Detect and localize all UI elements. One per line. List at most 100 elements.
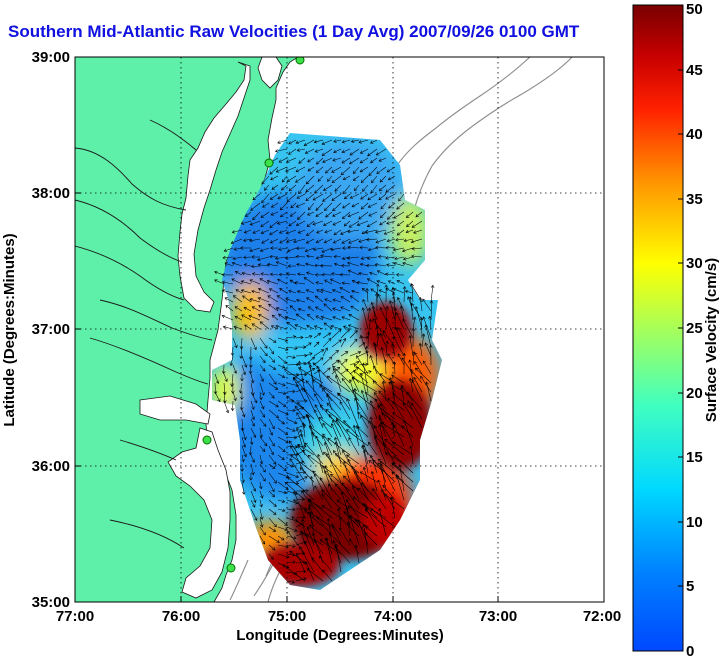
velocity-vector — [294, 405, 306, 420]
velocity-vector — [267, 295, 279, 303]
velocity-vector — [295, 372, 308, 377]
velocity-vector — [331, 366, 341, 375]
velocity-vector — [342, 175, 351, 181]
map-grid — [75, 57, 604, 602]
velocity-vector — [378, 424, 387, 456]
velocity-vector — [304, 342, 312, 348]
velocity-vector — [288, 440, 306, 465]
velocity-vector — [418, 296, 423, 312]
velocity-vector — [332, 316, 342, 321]
velocity-vector — [277, 400, 287, 407]
velocity-vector — [287, 530, 306, 555]
velocity-vector — [370, 139, 378, 144]
velocity-vector — [362, 524, 369, 555]
velocity-vector — [295, 532, 305, 537]
velocity-vector — [232, 391, 237, 402]
velocity-vector — [259, 355, 266, 364]
velocity-vector — [259, 499, 263, 508]
velocity-vector — [340, 306, 351, 312]
velocity-vector — [378, 184, 387, 192]
velocity-vector — [385, 184, 396, 193]
velocity-vector — [327, 175, 333, 182]
velocity-vector — [259, 391, 263, 401]
velocity-vector — [309, 475, 315, 492]
velocity-vector — [250, 264, 261, 269]
velocity-vector — [379, 373, 396, 384]
velocity-vector — [330, 247, 342, 252]
y-tick-label: 37:00 — [32, 321, 70, 338]
velocity-vector — [268, 472, 277, 484]
velocity-vector — [402, 318, 414, 339]
velocity-vector — [386, 220, 396, 225]
velocity-vector — [306, 526, 315, 546]
velocity-vector — [275, 166, 288, 173]
velocity-vector — [377, 254, 387, 259]
velocity-vector — [319, 263, 333, 268]
velocity-vector — [306, 297, 315, 303]
velocity-vector — [295, 202, 306, 208]
colorbar-ticks — [678, 4, 683, 652]
velocity-vector — [259, 382, 265, 396]
velocity-vector — [251, 255, 260, 259]
velocity-vector — [270, 211, 279, 216]
velocity-vector — [258, 305, 270, 312]
velocity-vector — [411, 379, 423, 402]
velocity-vector — [285, 166, 297, 173]
colorbar-tick-label: 5 — [686, 578, 694, 595]
velocity-vector — [268, 382, 279, 390]
velocity-vector — [362, 299, 369, 312]
velocity-vector — [288, 220, 297, 227]
velocity-vector — [317, 453, 324, 474]
velocity-vector — [339, 272, 351, 277]
y-axis-label: Latitude (Degrees:Minutes) — [1, 233, 18, 426]
velocity-vector — [369, 416, 378, 447]
velocity-vector — [308, 503, 315, 519]
velocity-vector — [286, 355, 296, 359]
velocity-vector — [370, 470, 378, 492]
velocity-vector — [268, 400, 279, 408]
velocity-vector — [286, 580, 295, 584]
velocity-vector — [315, 238, 324, 244]
velocity-vector — [361, 445, 378, 465]
velocity-vector — [362, 466, 369, 483]
velocity-vector — [242, 238, 252, 242]
velocity-vector — [249, 279, 261, 285]
velocity-vector — [231, 382, 235, 394]
velocity-vector — [367, 193, 378, 201]
velocity-vector — [286, 389, 296, 394]
x-tick-label: 73:00 — [479, 608, 517, 625]
velocity-vector — [319, 404, 333, 420]
y-tick-label: 38:00 — [32, 185, 70, 202]
velocity-vector — [389, 300, 396, 321]
velocity-vector — [269, 166, 279, 175]
velocity-vector — [305, 184, 315, 193]
velocity-vector — [277, 490, 288, 495]
velocity-vector — [277, 535, 285, 541]
velocity-vector — [232, 295, 243, 303]
velocity-vector — [348, 437, 360, 456]
velocity-vector — [322, 347, 328, 357]
velocity-vector — [294, 281, 306, 285]
velocity-vector — [379, 333, 387, 348]
velocity-vector — [223, 247, 234, 253]
velocity-vector — [279, 238, 288, 244]
colorbar-tick-label: 0 — [686, 643, 694, 659]
velocity-vector — [356, 280, 369, 285]
velocity-vector — [386, 166, 396, 173]
velocity-vector — [386, 238, 396, 243]
velocity-vector — [222, 255, 234, 260]
velocity-vector — [231, 278, 243, 285]
velocity-vector — [286, 560, 296, 565]
velocity-vector — [312, 247, 324, 251]
velocity-vector — [288, 148, 297, 155]
velocity-vector — [296, 290, 306, 294]
velocity-vector — [259, 278, 270, 285]
velocity-vector — [322, 356, 333, 366]
velocity-vector — [378, 414, 387, 429]
velocity-vector — [286, 382, 300, 388]
velocity-vector — [296, 148, 306, 152]
velocity-vector — [277, 139, 288, 144]
velocity-vector — [323, 303, 333, 312]
velocity-vector — [277, 508, 286, 512]
